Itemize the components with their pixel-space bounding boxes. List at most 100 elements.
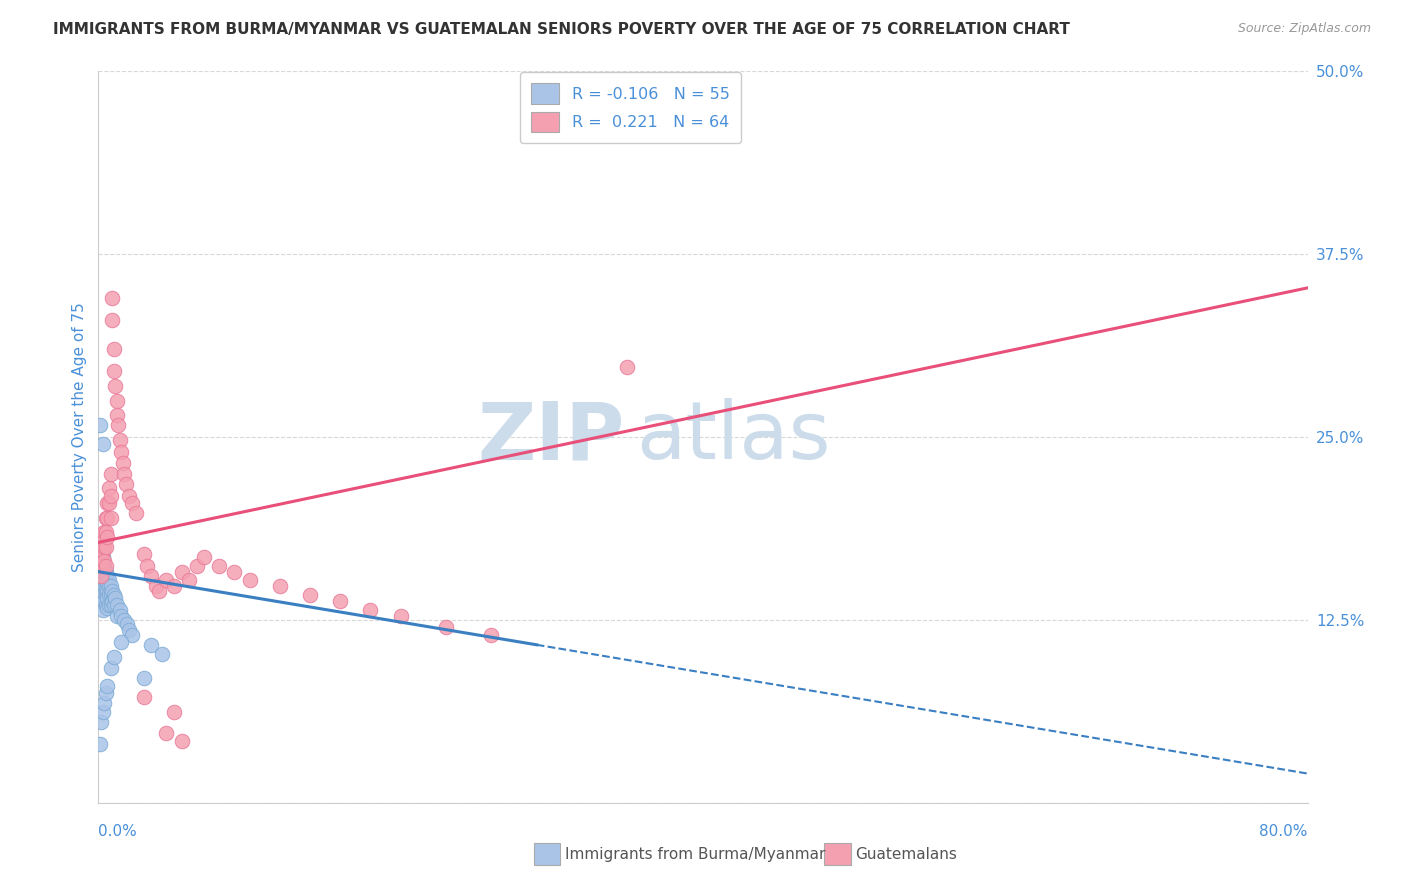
Point	[100, 661, 122, 675]
Point	[91, 586, 114, 600]
Point	[179, 574, 201, 588]
Point	[118, 623, 141, 637]
Point	[101, 313, 124, 327]
Point	[91, 558, 114, 573]
Point	[93, 525, 115, 540]
Text: Guatemalans: Guatemalans	[855, 847, 957, 862]
Point	[155, 574, 177, 588]
Point	[94, 686, 117, 700]
Point	[103, 364, 125, 378]
Point	[91, 535, 114, 549]
Point	[90, 576, 112, 591]
Text: IMMIGRANTS FROM BURMA/MYANMAR VS GUATEMALAN SENIORS POVERTY OVER THE AGE OF 75 C: IMMIGRANTS FROM BURMA/MYANMAR VS GUATEMA…	[53, 22, 1070, 37]
Point	[163, 705, 186, 719]
Point	[118, 489, 141, 503]
Point	[101, 291, 124, 305]
Point	[616, 359, 638, 374]
Point	[434, 620, 457, 634]
Point	[93, 540, 115, 554]
Point	[89, 579, 111, 593]
Point	[90, 715, 112, 730]
Point	[193, 549, 215, 564]
Point	[163, 579, 186, 593]
Point	[105, 608, 128, 623]
Point	[299, 588, 322, 602]
Point	[103, 599, 125, 613]
Point	[98, 481, 121, 495]
Point	[121, 496, 143, 510]
Point	[90, 558, 112, 573]
Text: 80.0%: 80.0%	[1260, 823, 1308, 838]
Point	[107, 418, 129, 433]
Point	[145, 579, 167, 593]
Point	[98, 574, 121, 588]
Point	[132, 547, 155, 561]
Point	[98, 496, 121, 510]
Point	[135, 558, 157, 573]
Point	[208, 558, 231, 573]
Point	[93, 696, 115, 710]
Point	[91, 579, 114, 593]
Point	[93, 565, 115, 579]
Point	[103, 588, 125, 602]
Point	[239, 574, 262, 588]
Point	[100, 579, 122, 593]
Point	[329, 594, 352, 608]
Text: Immigrants from Burma/Myanmar: Immigrants from Burma/Myanmar	[565, 847, 825, 862]
Point	[94, 565, 117, 579]
Point	[108, 433, 131, 447]
Point	[269, 579, 291, 593]
Point	[96, 510, 118, 524]
Point	[96, 530, 118, 544]
Point	[91, 594, 114, 608]
Point	[96, 583, 118, 598]
Point	[224, 565, 246, 579]
Point	[132, 672, 155, 686]
Point	[91, 549, 114, 564]
Point	[98, 586, 121, 600]
Point	[112, 613, 135, 627]
Point	[94, 525, 117, 540]
Point	[105, 599, 128, 613]
Point	[103, 649, 125, 664]
Point	[91, 544, 114, 558]
Point	[96, 569, 118, 583]
Point	[141, 569, 163, 583]
Point	[186, 558, 208, 573]
Point	[96, 576, 118, 591]
Point	[108, 603, 131, 617]
Point	[110, 635, 132, 649]
Point	[389, 608, 412, 623]
Point	[96, 601, 118, 615]
Point	[89, 737, 111, 751]
Point	[360, 603, 382, 617]
Point	[104, 379, 127, 393]
Point	[96, 679, 118, 693]
Text: 0.0%: 0.0%	[98, 823, 138, 838]
Point	[90, 554, 112, 568]
Point	[93, 579, 115, 593]
Point	[90, 569, 112, 583]
Point	[148, 583, 170, 598]
Point	[104, 591, 127, 605]
Point	[93, 586, 115, 600]
Point	[100, 586, 122, 600]
Point	[121, 627, 143, 641]
Bar	[534, 843, 561, 865]
Point	[93, 594, 115, 608]
Point	[91, 603, 114, 617]
Point	[89, 544, 111, 558]
Point	[94, 599, 117, 613]
Point	[100, 467, 122, 481]
Point	[90, 562, 112, 576]
Point	[94, 558, 117, 573]
Point	[90, 549, 112, 564]
Text: Source: ZipAtlas.com: Source: ZipAtlas.com	[1237, 22, 1371, 36]
Point	[100, 599, 122, 613]
Y-axis label: Seniors Poverty Over the Age of 75: Seniors Poverty Over the Age of 75	[72, 302, 87, 572]
Point	[94, 579, 117, 593]
Point	[93, 558, 115, 573]
Point	[91, 574, 114, 588]
Point	[150, 647, 173, 661]
Point	[100, 510, 122, 524]
